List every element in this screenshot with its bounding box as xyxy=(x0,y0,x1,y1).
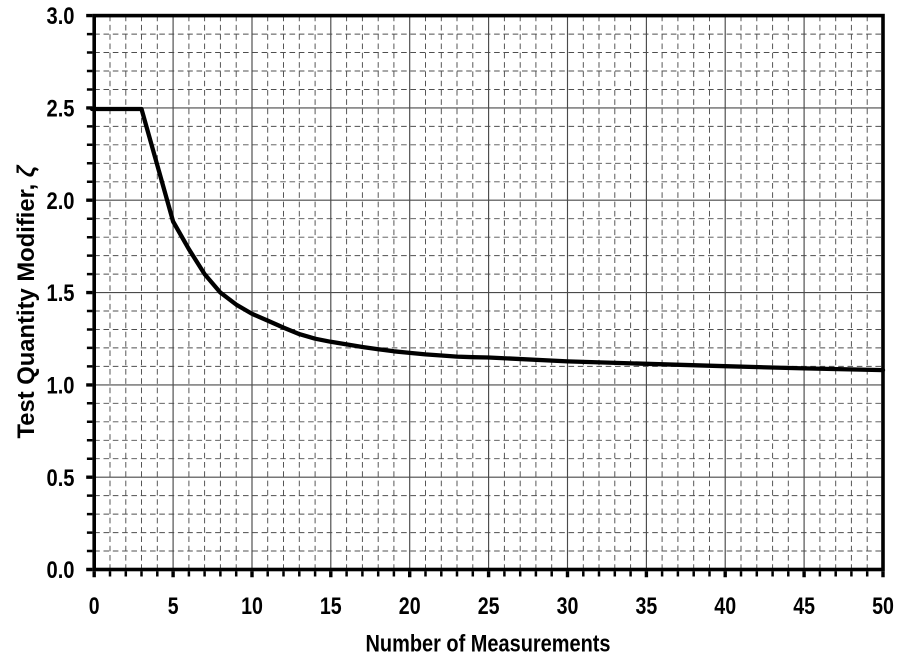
svg-text:10: 10 xyxy=(241,593,263,620)
svg-text:50: 50 xyxy=(872,593,894,620)
svg-text:0.0: 0.0 xyxy=(47,557,75,584)
svg-text:Number of Measurements: Number of Measurements xyxy=(366,631,611,658)
svg-text:40: 40 xyxy=(714,593,736,620)
svg-text:45: 45 xyxy=(793,593,815,620)
svg-text:25: 25 xyxy=(478,593,500,620)
svg-text:0: 0 xyxy=(89,593,100,620)
svg-text:30: 30 xyxy=(557,593,579,620)
svg-text:1.5: 1.5 xyxy=(47,280,75,307)
svg-text:Test Quantity Modifier, ζ: Test Quantity Modifier, ζ xyxy=(13,164,40,438)
svg-text:5: 5 xyxy=(168,593,179,620)
svg-text:15: 15 xyxy=(320,593,342,620)
svg-text:20: 20 xyxy=(399,593,421,620)
svg-text:2.0: 2.0 xyxy=(47,188,75,215)
svg-text:3.0: 3.0 xyxy=(47,3,75,30)
svg-text:35: 35 xyxy=(636,593,658,620)
svg-text:0.5: 0.5 xyxy=(47,465,75,492)
svg-text:2.5: 2.5 xyxy=(47,96,75,123)
svg-text:1.0: 1.0 xyxy=(47,373,75,400)
